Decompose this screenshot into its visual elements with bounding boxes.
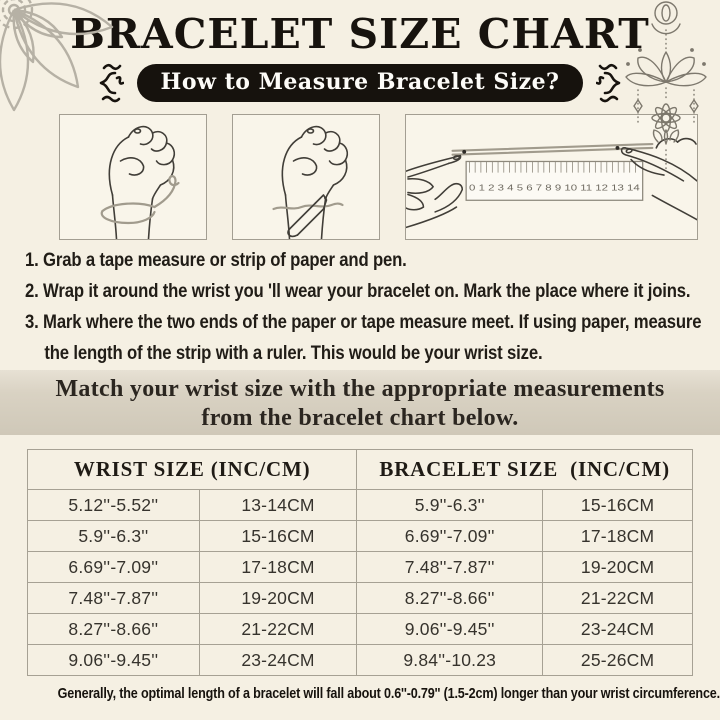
- table-row: 5.12''-5.52'' 13-14CM 5.9''-6.3'' 15-16C…: [27, 489, 693, 521]
- how-to-measure-badge: How to Measure Bracelet Size?: [136, 64, 584, 102]
- table-row: 6.69''-7.09'' 17-18CM 7.48''-7.87'' 19-2…: [27, 551, 693, 583]
- table-cell: 9.84''-10.23: [356, 644, 544, 676]
- table-cell: 19-20CM: [542, 551, 693, 583]
- table-cell: 15-16CM: [198, 520, 358, 552]
- instruction-step-3: 3. Mark where the two ends of the paper …: [25, 312, 702, 364]
- table-cell: 17-18CM: [542, 520, 693, 552]
- table-cell: 23-24CM: [198, 644, 358, 676]
- illustration-hand-with-pen: [232, 114, 380, 240]
- table-cell: 25-26CM: [542, 644, 693, 676]
- table-cell: 5.9''-6.3'': [356, 489, 544, 521]
- banner-line-1: Match your wrist size with the appropria…: [55, 376, 665, 402]
- table-cell: 15-16CM: [542, 489, 693, 521]
- match-banner: Match your wrist size with the appropria…: [0, 370, 720, 435]
- instruction-step-2: 2. Wrap it around the wrist you 'll wear…: [25, 281, 691, 302]
- table-cell: 7.48''-7.87'': [27, 582, 200, 614]
- page-title: BRACELET SIZE CHART: [70, 10, 650, 58]
- left-flourish-icon: [99, 63, 124, 103]
- banner-line-2: from the bracelet chart below.: [201, 405, 519, 431]
- table-row: 9.06''-9.45'' 23-24CM 9.84''-10.23 25-26…: [27, 644, 693, 676]
- table-cell: 8.27''-8.66'': [27, 613, 200, 645]
- table-cell: 7.48''-7.87'': [356, 551, 544, 583]
- table-cell: 9.06''-9.45'': [356, 613, 544, 645]
- ruler-numbers: 0 1 2 3 4 5 6 7 8 9 10 11 12 13 14: [469, 184, 640, 193]
- table-cell: 21-22CM: [542, 582, 693, 614]
- table-cell: 23-24CM: [542, 613, 693, 645]
- footnote: Generally, the optimal length of a brace…: [57, 685, 720, 702]
- illustration-hands-with-ruler: 0 1 2 3 4 5 6 7 8 9 10 11 12 13 14: [405, 114, 698, 240]
- table-cell: 17-18CM: [198, 551, 358, 583]
- table-cell: 19-20CM: [198, 582, 358, 614]
- table-row: 7.48''-7.87'' 19-20CM 8.27''-8.66'' 21-2…: [27, 582, 693, 614]
- instruction-step-1: 1. Grab a tape measure or strip of paper…: [25, 250, 407, 271]
- size-table: WRIST SIZE (INC/CM) BRACELET SIZE (INC/C…: [26, 449, 693, 676]
- table-cell: 6.69''-7.09'': [27, 551, 200, 583]
- table-cell: 5.12''-5.52'': [27, 489, 200, 521]
- table-row: 8.27''-8.66'' 21-22CM 9.06''-9.45'' 23-2…: [27, 613, 693, 645]
- table-cell: 5.9''-6.3'': [27, 520, 200, 552]
- instructions-list: 1. Grab a tape measure or strip of paper…: [25, 245, 720, 369]
- table-cell: 6.69''-7.09'': [356, 520, 544, 552]
- table-row: 5.9''-6.3'' 15-16CM 6.69''-7.09'' 17-18C…: [27, 520, 693, 552]
- table-cell: 13-14CM: [198, 489, 358, 521]
- table-cell: 9.06''-9.45'': [27, 644, 200, 676]
- badge-row: How to Measure Bracelet Size?: [0, 62, 720, 104]
- illustration-hand-with-tape: [59, 114, 207, 240]
- right-flourish-icon: [596, 63, 621, 103]
- illustration-row: 0 1 2 3 4 5 6 7 8 9 10 11 12 13 14: [59, 114, 720, 240]
- table-header-wrist: WRIST SIZE (INC/CM): [26, 449, 358, 490]
- table-cell: 8.27''-8.66'': [356, 582, 544, 614]
- table-cell: 21-22CM: [198, 613, 358, 645]
- table-header-bracelet: BRACELET SIZE (INC/CM): [356, 449, 693, 490]
- table-header-row: WRIST SIZE (INC/CM) BRACELET SIZE (INC/C…: [26, 449, 693, 490]
